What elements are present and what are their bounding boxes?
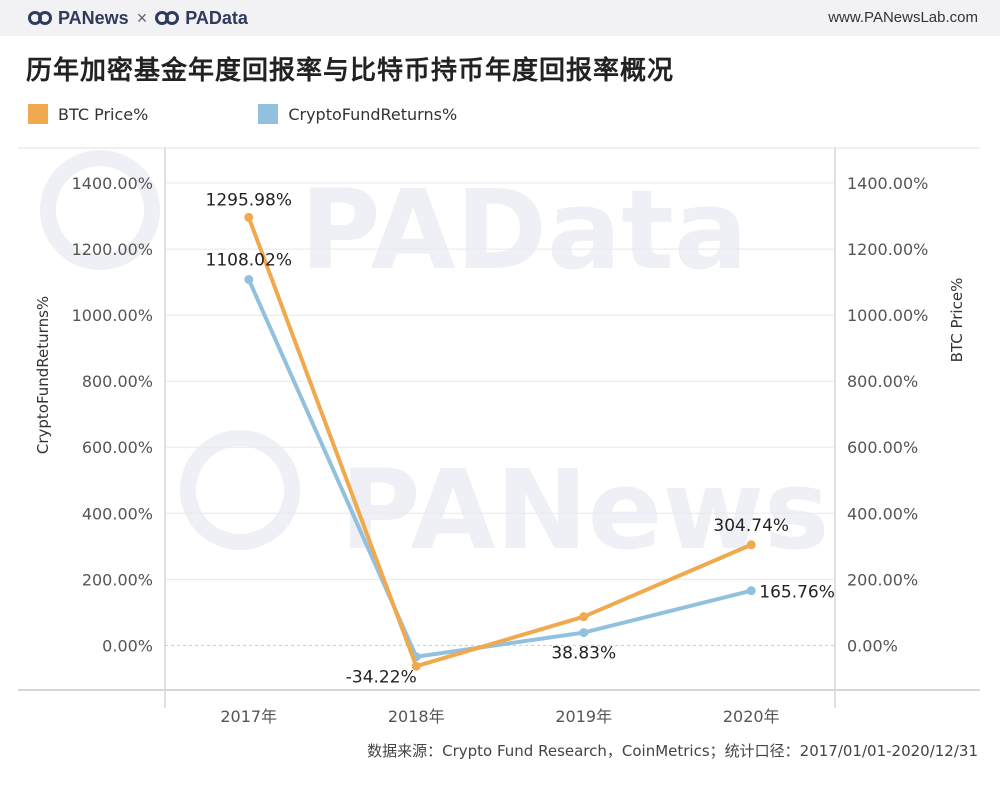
data-label: 1108.02% <box>206 250 292 270</box>
series-line <box>246 277 754 659</box>
chart-area: PAData PANews 0.00% 0.00% 200.00% 200.00% 400.… <box>0 140 1000 740</box>
data-point <box>579 628 589 638</box>
y-tick-right: 800.00% <box>847 372 918 391</box>
data-point <box>746 540 756 550</box>
y-tick-right: 1200.00% <box>847 240 928 259</box>
data-label: 1295.98% <box>206 190 292 210</box>
data-point <box>244 212 254 222</box>
y-tick-left: 600.00% <box>82 438 153 457</box>
y-tick-right: 1400.00% <box>847 174 928 193</box>
legend-item-btc[interactable]: BTC Price% <box>28 104 148 124</box>
x-tick-label: 2019年 <box>555 707 612 726</box>
chart-title: 历年加密基金年度回报率与比特币持币年度回报率概况 <box>26 56 675 86</box>
y-tick-right: 0.00% <box>847 636 898 655</box>
top-bar: PANews × PAData www.PANewsLab.com <box>0 0 1000 36</box>
site-url[interactable]: www.PANewsLab.com <box>828 9 978 26</box>
data-label: 38.83% <box>551 644 616 664</box>
y-tick-right: 1000.00% <box>847 306 928 325</box>
watermark-logo-ring-1 <box>40 150 160 270</box>
padata-logo-icon <box>155 11 180 25</box>
watermark-padata: PAData <box>300 166 748 294</box>
panews-logo-icon <box>28 11 52 25</box>
y-tick-right: 400.00% <box>847 504 918 523</box>
y-tick-left: 1000.00% <box>72 306 153 325</box>
watermark-logo-ring-2 <box>180 430 300 550</box>
y-axis-title-right: BTC Price% <box>948 278 966 363</box>
y-tick-left: 0.00% <box>102 636 153 655</box>
chart-legend: BTC Price% CryptoFundReturns% <box>28 104 457 124</box>
x-tick-label: 2018年 <box>388 707 445 726</box>
x-tick-label: 2020年 <box>723 707 780 726</box>
y-tick-left: 400.00% <box>82 504 153 523</box>
legend-label-btc: BTC Price% <box>58 104 149 124</box>
brand-logos: PANews × PAData <box>28 7 248 29</box>
data-point <box>411 661 421 671</box>
data-label: -34.22% <box>346 668 417 688</box>
brand-separator: × <box>136 7 148 28</box>
watermark-panews: PANews <box>340 446 829 574</box>
chart-svg: PAData PANews 0.00% 0.00% 200.00% 200.00% 400.… <box>18 147 980 726</box>
data-point <box>746 586 756 596</box>
y-tick-left: 1200.00% <box>72 240 153 259</box>
series-line <box>246 215 754 669</box>
data-label: 165.76% <box>759 583 835 603</box>
y-tick-right: 200.00% <box>847 570 918 589</box>
y-tick-left: 800.00% <box>82 372 153 391</box>
legend-label-fund: CryptoFundReturns% <box>288 104 458 124</box>
data-source-note: 数据来源：Crypto Fund Research，CoinMetrics；统计… <box>367 742 978 760</box>
brand-panews: PANews <box>58 7 129 28</box>
legend-item-fund[interactable]: CryptoFundReturns% <box>258 104 457 124</box>
legend-swatch-fund <box>258 104 279 124</box>
y-axis-title-left: CryptoFundReturns% <box>34 296 52 454</box>
data-point <box>244 274 254 284</box>
data-point <box>579 612 589 622</box>
data-label: 304.74% <box>713 516 789 536</box>
y-tick-left: 1400.00% <box>72 174 153 193</box>
y-tick-right: 600.00% <box>847 438 918 457</box>
legend-swatch-btc <box>28 104 48 124</box>
brand-padata: PAData <box>185 7 248 28</box>
y-tick-left: 200.00% <box>82 570 153 589</box>
x-tick-label: 2017年 <box>220 707 277 726</box>
